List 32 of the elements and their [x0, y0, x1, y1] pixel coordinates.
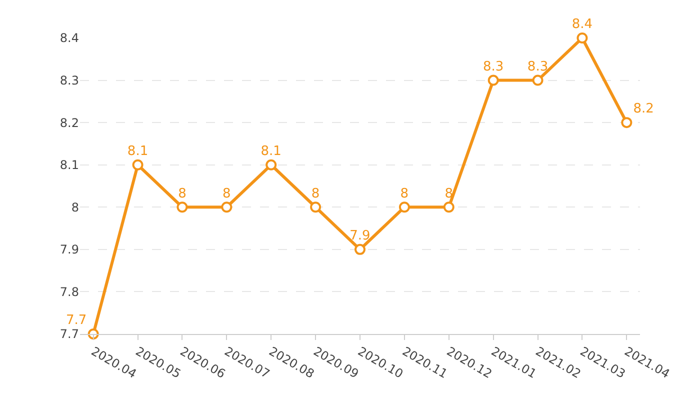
- y-tick-label: 7.8: [60, 284, 79, 299]
- data-label: 8: [178, 186, 186, 202]
- point: [488, 74, 499, 86]
- data-label: 8.4: [572, 17, 593, 32]
- point: [176, 202, 188, 213]
- point: [310, 202, 322, 213]
- point: [221, 202, 232, 213]
- data-label: 8.1: [260, 144, 282, 159]
- data-label: 8.2: [633, 102, 654, 117]
- y-tick-label: 8.1: [60, 158, 79, 172]
- point: [443, 202, 454, 213]
- data-label: 8: [311, 186, 320, 202]
- y-tick-label: 8.3: [60, 73, 79, 88]
- data-label: 8.3: [482, 59, 504, 74]
- point: [532, 74, 544, 86]
- point: [354, 244, 366, 255]
- data-label: 8: [444, 186, 454, 202]
- data-label: 8: [222, 186, 231, 202]
- point: [576, 32, 588, 44]
- point: [621, 117, 632, 128]
- point: [398, 202, 410, 213]
- point: [132, 159, 144, 170]
- y-tick-label: 8.4: [60, 31, 79, 46]
- data-label: 8: [400, 186, 409, 202]
- data-label: 8.3: [527, 59, 548, 74]
- y-tick-label: 7.7: [60, 327, 79, 342]
- y-tick-label: 7.9: [60, 242, 79, 257]
- data-label: 8.1: [127, 144, 148, 159]
- data-label: 7.9: [350, 228, 370, 244]
- y-tick-label: 8: [71, 200, 79, 214]
- point: [266, 159, 277, 170]
- y-tick-label: 8.2: [60, 116, 79, 130]
